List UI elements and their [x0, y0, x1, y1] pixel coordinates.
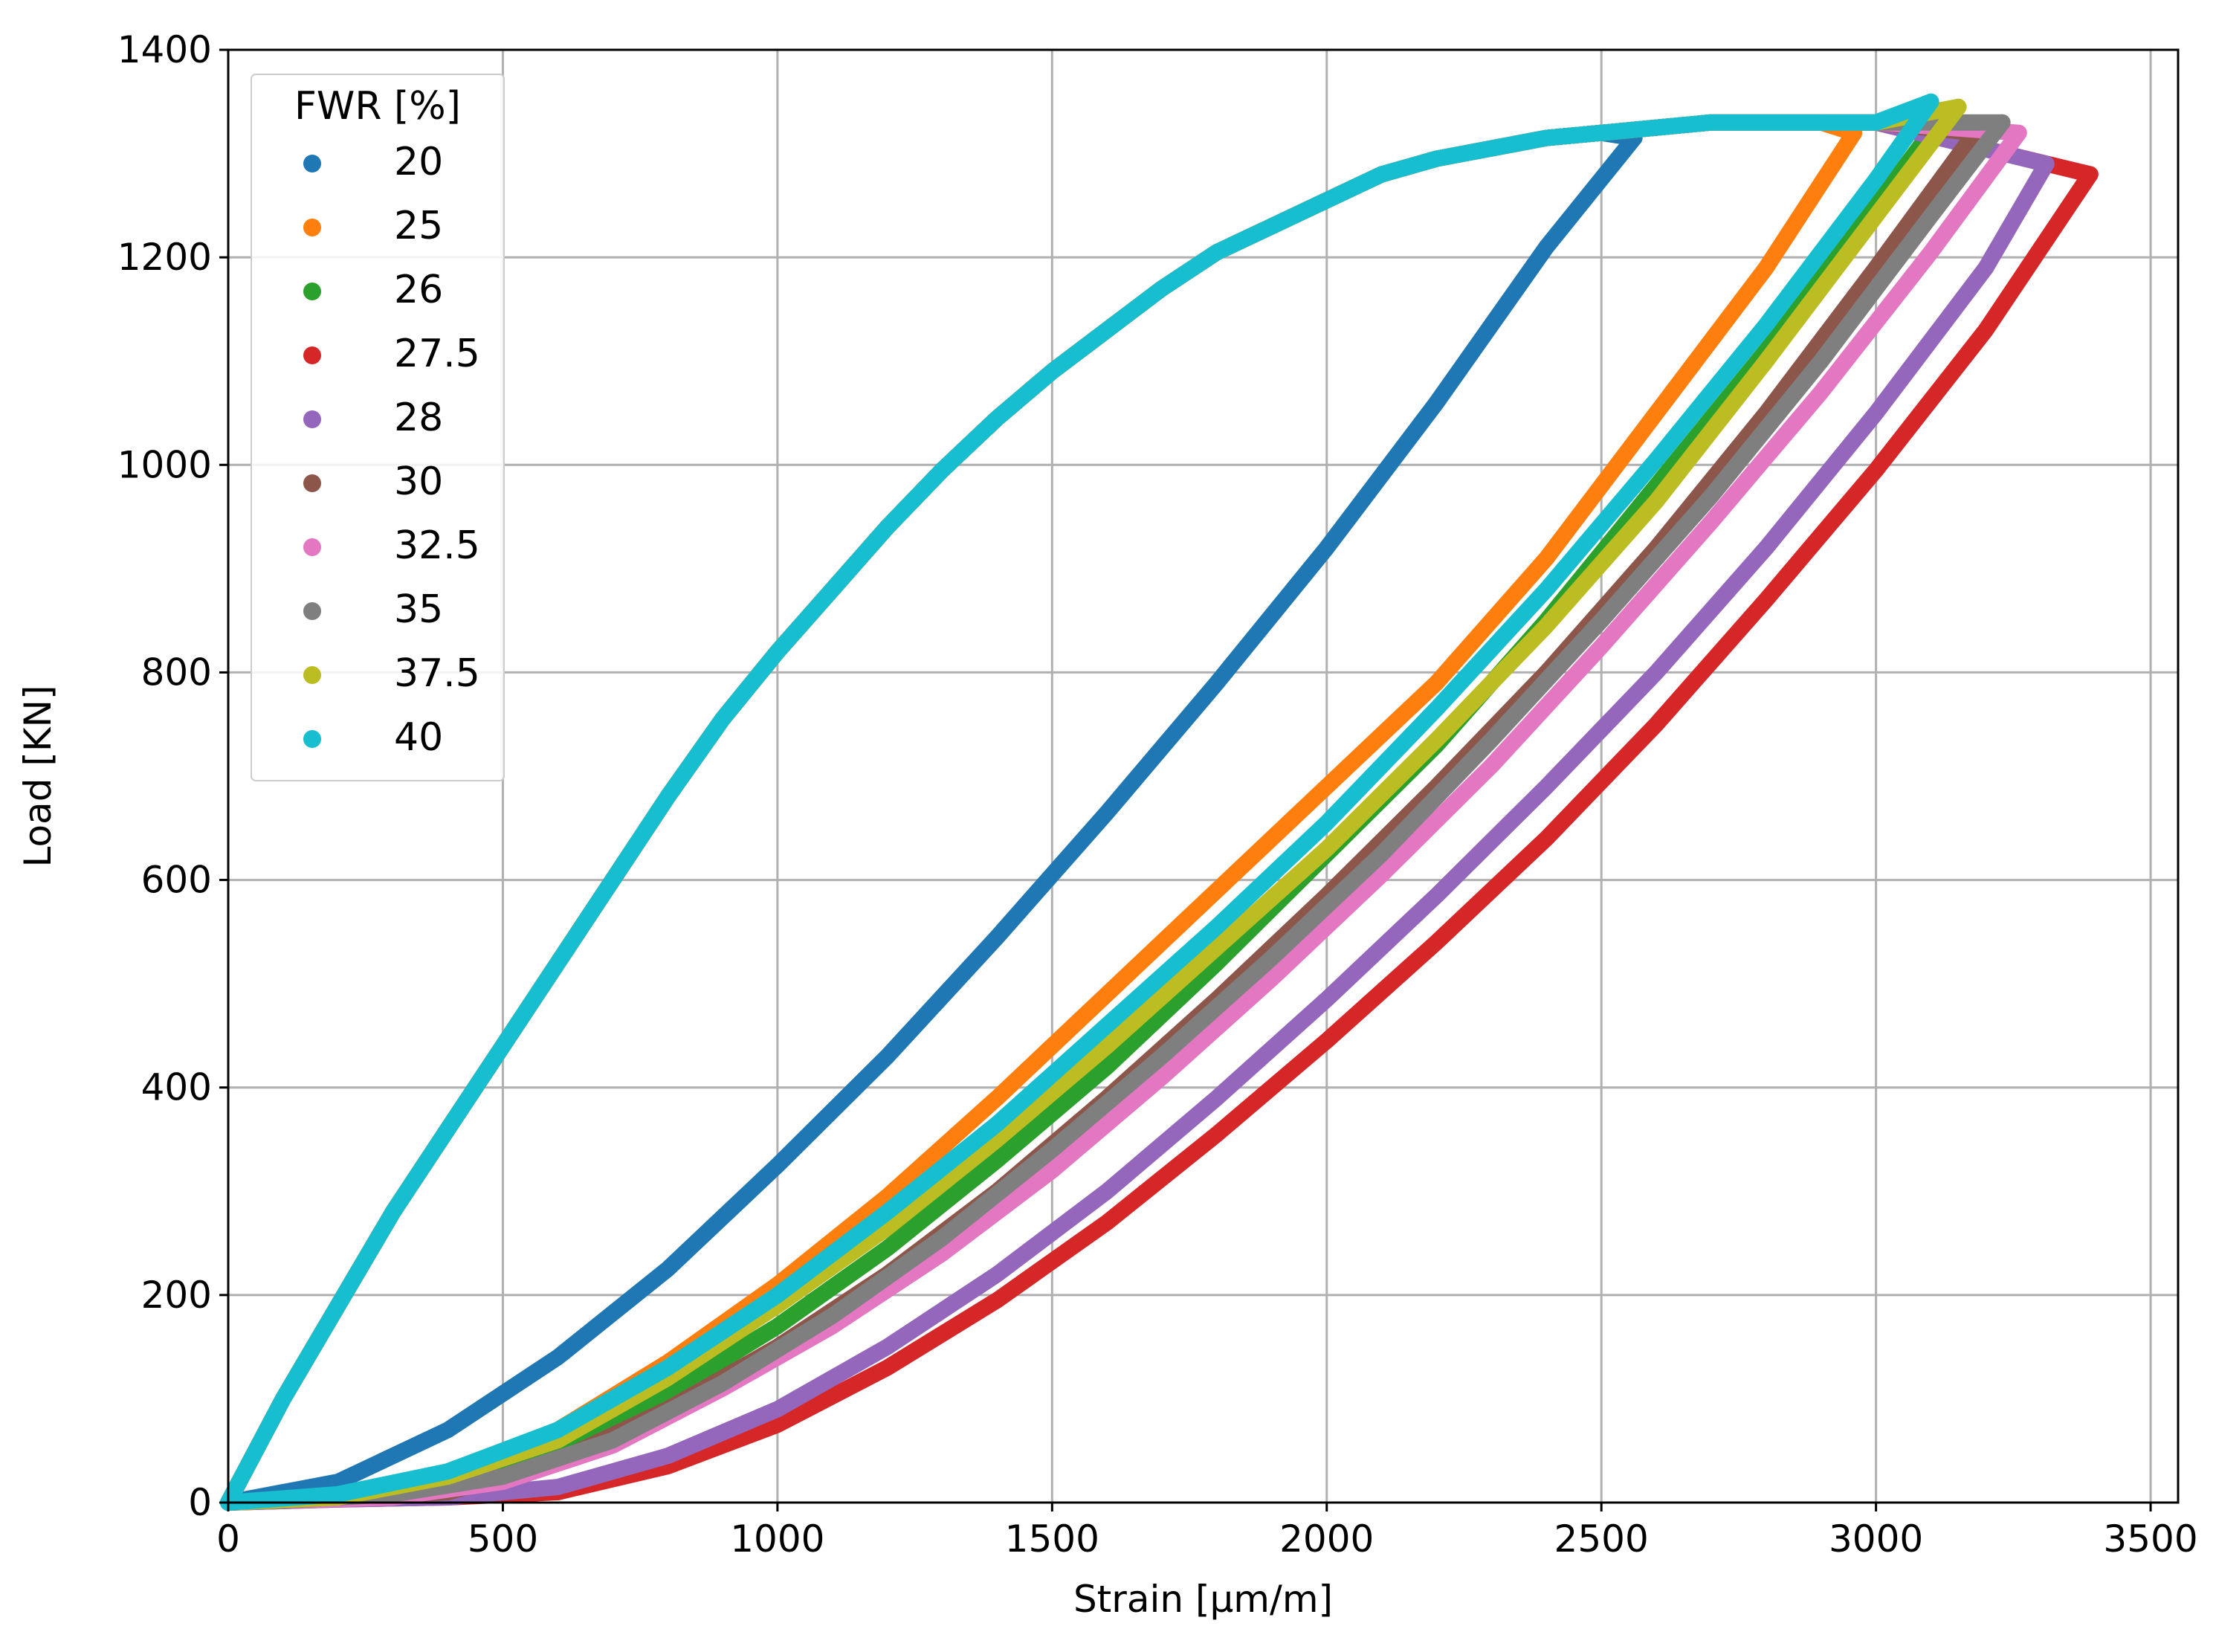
- unloading-line: [220, 155, 2055, 1511]
- unloading-line: [220, 114, 2011, 1511]
- legend-marker: [303, 602, 321, 620]
- legend-label: 32.5: [394, 523, 480, 568]
- unloading-line: [220, 93, 1939, 1511]
- loading-line: [220, 93, 1939, 1511]
- axis-ticks: 0 500 1000 1500 2000 2500 3000 3500 0 200 400 600 80…: [117, 28, 2198, 1561]
- unloading-line: [220, 129, 1643, 1511]
- legend-marker: [303, 155, 321, 172]
- y-tick-label: 800: [141, 651, 212, 694]
- x-tick-label: 3500: [2103, 1517, 2197, 1561]
- y-tick-label: 1400: [117, 28, 212, 71]
- legend-label: 30: [394, 459, 443, 504]
- y-tick-label: 1000: [117, 443, 212, 486]
- legend-marker: [303, 219, 321, 236]
- x-tick-label: 3000: [1829, 1517, 1923, 1561]
- legend-label: 25: [394, 204, 443, 248]
- legend-label: 37.5: [394, 651, 480, 696]
- plot-frame: [227, 48, 2180, 1504]
- legend-label: 28: [394, 396, 443, 440]
- x-tick-label: 2500: [1554, 1517, 1649, 1561]
- data-series: [220, 93, 2099, 1511]
- x-axis-label: Strain [μm/m]: [1073, 1578, 1333, 1621]
- legend: FWR [%] 20 25 26 27.5 28 30 32.5 35 37.5 40: [251, 74, 505, 781]
- y-tick-label: 600: [141, 859, 212, 902]
- legend-title: FWR [%]: [294, 84, 461, 129]
- legend-label: 27.5: [394, 332, 480, 376]
- series-40: [220, 93, 1939, 1511]
- y-tick-label: 200: [141, 1274, 212, 1317]
- legend-label: 26: [394, 268, 443, 312]
- legend-label: 40: [394, 715, 443, 760]
- legend-marker: [303, 538, 321, 556]
- legend-marker: [303, 410, 321, 428]
- y-tick-label: 400: [141, 1066, 212, 1109]
- x-tick-label: 1000: [730, 1517, 824, 1561]
- x-tick-label: 1500: [1005, 1517, 1099, 1561]
- legend-marker: [303, 346, 321, 364]
- x-tick-label: 0: [216, 1517, 240, 1561]
- legend-label: 35: [394, 587, 443, 632]
- y-tick-label: 0: [188, 1481, 212, 1524]
- x-tick-label: 2000: [1279, 1517, 1374, 1561]
- legend-marker: [303, 283, 321, 300]
- legend-marker: [303, 474, 321, 492]
- y-axis-label: Load [KN]: [16, 685, 59, 867]
- legend-label: 20: [394, 140, 443, 184]
- legend-marker: [303, 730, 321, 748]
- x-tick-label: 500: [468, 1517, 538, 1561]
- legend-marker: [303, 666, 321, 684]
- y-tick-label: 1200: [117, 236, 212, 279]
